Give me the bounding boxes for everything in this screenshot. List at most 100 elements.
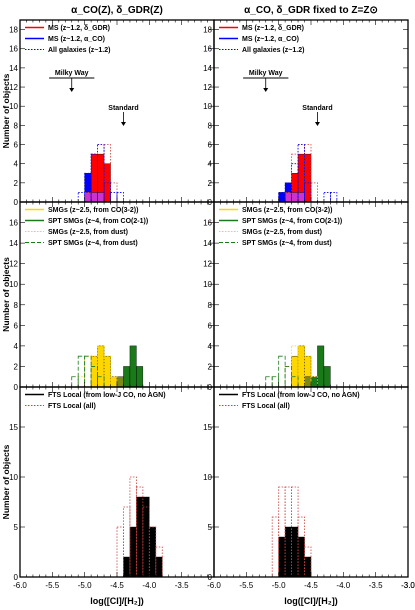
y-tick-label: 12 bbox=[203, 83, 212, 92]
x-tick-label: -4.0 bbox=[142, 581, 156, 590]
x-tick-label: -6.0 bbox=[13, 581, 27, 590]
y-tick-label: 14 bbox=[9, 64, 18, 73]
histogram-outline-bar bbox=[271, 516, 280, 578]
histogram-outline-bar bbox=[103, 355, 111, 388]
x-tick-label: -4.5 bbox=[304, 581, 318, 590]
histogram-bar bbox=[90, 355, 98, 388]
legend-label: All galaxies (z~1.2) bbox=[242, 47, 304, 54]
x-axis-label-left: log([CI]/[H₂]) bbox=[90, 596, 143, 606]
y-tick-label: 12 bbox=[9, 260, 18, 269]
y-tick-label: 14 bbox=[203, 239, 212, 248]
histogram-bar bbox=[323, 366, 331, 388]
milky-way-arrowhead bbox=[263, 88, 269, 92]
histogram-bar bbox=[129, 345, 137, 388]
x-tick-label: -5.0 bbox=[272, 581, 286, 590]
y-axis-label: Number of objects bbox=[1, 257, 11, 332]
panel-middle-left: 0 2 4 6 8 10 12 14 16 SMGs (z~2.5, from CO(3-2)) S… bbox=[1, 201, 215, 392]
x-tick-label: -3.0 bbox=[401, 581, 415, 590]
legend-label: SPT SMGs (z~4, from CO(2-1)) bbox=[242, 218, 342, 225]
x-tick-label: -5.5 bbox=[239, 581, 253, 590]
y-tick-label: 15 bbox=[203, 423, 212, 432]
y-tick-label: 4 bbox=[14, 160, 19, 169]
histogram-outline-bar bbox=[142, 506, 150, 578]
y-tick-label: 14 bbox=[203, 64, 212, 73]
x-tick-label: -3.0 bbox=[401, 581, 415, 590]
y-tick-label: 0 bbox=[14, 573, 19, 582]
y-tick-label: 8 bbox=[208, 121, 213, 130]
legend-label: FTS Local (all) bbox=[242, 403, 290, 410]
legend-label: FTS Local (from low-J CO, no AGN) bbox=[242, 392, 360, 399]
histogram-outline-bar bbox=[265, 376, 273, 388]
legend-label: FTS Local (all) bbox=[48, 403, 96, 410]
x-tick-label: -4.0 bbox=[336, 581, 350, 590]
column-title-right: α_CO, δ_GDR fixed to Z=Z⊙ bbox=[244, 5, 378, 16]
histogram-bar bbox=[291, 192, 299, 203]
y-tick-label: 16 bbox=[203, 45, 212, 54]
y-tick-label: 8 bbox=[208, 301, 213, 310]
histogram-outline-bar bbox=[329, 192, 338, 203]
histogram-bar bbox=[297, 536, 305, 578]
x-tick-label: -5.0 bbox=[78, 581, 92, 590]
panel-bottom-left: 0 5 10 15 -6.0 -5.5 -5.0 -4.5 -4.0 -3.5 FTS Local … bbox=[1, 386, 215, 590]
y-tick-label: 12 bbox=[203, 260, 212, 269]
y-tick-label: 16 bbox=[203, 219, 212, 228]
milky-way-label: Milky Way bbox=[55, 70, 89, 77]
y-tick-label: 10 bbox=[203, 102, 212, 111]
x-tick-label: -5.5 bbox=[45, 581, 59, 590]
histogram-bar bbox=[97, 345, 105, 388]
histogram-bar bbox=[136, 366, 144, 388]
y-tick-label: 6 bbox=[208, 141, 213, 150]
y-tick-label: 16 bbox=[9, 45, 18, 54]
histogram-outline-bar bbox=[271, 376, 280, 388]
y-tick-label: 10 bbox=[9, 473, 18, 482]
histogram-bar bbox=[149, 526, 156, 578]
histogram-bar bbox=[278, 192, 286, 203]
histogram-outline-bar bbox=[84, 355, 92, 388]
histogram-outline-bar bbox=[284, 366, 292, 388]
y-tick-label: 10 bbox=[203, 473, 212, 482]
histogram-bar bbox=[103, 355, 111, 388]
x-tick-label: -3.5 bbox=[175, 581, 189, 590]
x-tick-label: -6.0 bbox=[207, 581, 221, 590]
histogram-outline-bar bbox=[110, 192, 118, 203]
y-tick-label: 2 bbox=[14, 362, 19, 371]
histogram-bar bbox=[310, 376, 318, 388]
y-tick-label: 6 bbox=[14, 141, 19, 150]
standard-arrowhead bbox=[314, 122, 320, 126]
histogram-bar bbox=[304, 556, 312, 578]
y-tick-label: 16 bbox=[9, 219, 18, 228]
y-tick-label: 4 bbox=[208, 160, 213, 169]
legend-label: MS (z~1.2, δ_GDR) bbox=[48, 25, 110, 32]
histogram-bar bbox=[129, 526, 137, 578]
histogram-outline-bar bbox=[323, 192, 331, 203]
histogram-bar bbox=[136, 496, 144, 578]
y-tick-label: 18 bbox=[203, 26, 212, 35]
histogram-bar bbox=[304, 376, 312, 388]
histogram-bar bbox=[291, 355, 299, 388]
histogram-outline-bar bbox=[291, 345, 299, 388]
y-tick-label: 14 bbox=[9, 239, 18, 248]
legend-label: MS (z~1.2, δ_GDR) bbox=[242, 25, 304, 32]
panels-layer: 0 2 4 6 8 10 12 14 16 18 MS (z~1.2, δ_GDR) MS (z~1.… bbox=[1, 19, 415, 590]
histogram-outline-bar bbox=[116, 192, 124, 203]
y-tick-label: 10 bbox=[9, 102, 18, 111]
legend-label: SMGs (z~2.5, from CO(3-2)) bbox=[48, 207, 138, 214]
histogram-outline-bar bbox=[304, 355, 312, 388]
histogram-bar bbox=[123, 366, 131, 388]
y-tick-label: 5 bbox=[14, 523, 19, 532]
standard-label: Standard bbox=[302, 105, 332, 112]
y-tick-label: 12 bbox=[9, 83, 18, 92]
y-tick-label: 4 bbox=[208, 342, 213, 351]
histogram-bar bbox=[142, 496, 150, 578]
y-tick-label: 5 bbox=[208, 523, 213, 532]
y-tick-label: 2 bbox=[14, 179, 19, 188]
histogram-outline-bar bbox=[148, 526, 157, 578]
standard-label: Standard bbox=[108, 105, 138, 112]
y-tick-label: 0 bbox=[14, 198, 19, 207]
histogram-bar bbox=[90, 192, 98, 203]
y-tick-label: 8 bbox=[14, 121, 19, 130]
legend-label: All galaxies (z~1.2) bbox=[48, 47, 110, 54]
histogram-outline-bar bbox=[77, 376, 86, 388]
legend-label: SPT SMGs (z~4, from dust) bbox=[48, 240, 138, 247]
